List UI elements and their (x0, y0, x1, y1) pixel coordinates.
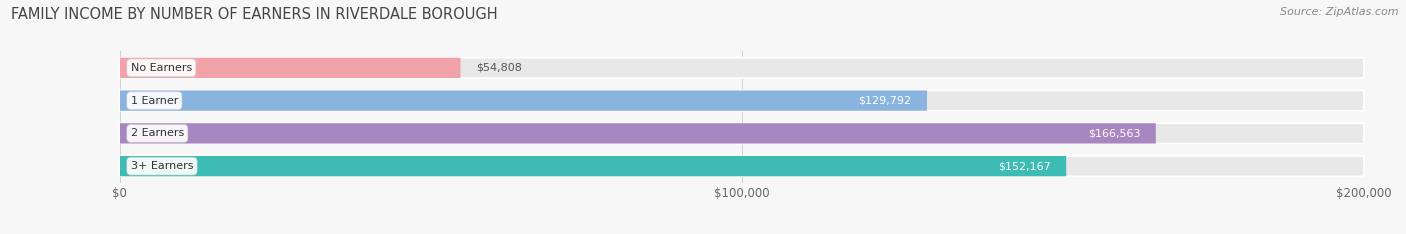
FancyBboxPatch shape (120, 91, 1364, 111)
FancyBboxPatch shape (120, 91, 927, 111)
Text: $129,792: $129,792 (858, 96, 911, 106)
Text: FAMILY INCOME BY NUMBER OF EARNERS IN RIVERDALE BOROUGH: FAMILY INCOME BY NUMBER OF EARNERS IN RI… (11, 7, 498, 22)
Text: 2 Earners: 2 Earners (131, 128, 184, 138)
FancyBboxPatch shape (120, 156, 1364, 176)
Text: $166,563: $166,563 (1088, 128, 1140, 138)
Text: No Earners: No Earners (131, 63, 193, 73)
FancyBboxPatch shape (120, 156, 1066, 176)
Text: Source: ZipAtlas.com: Source: ZipAtlas.com (1281, 7, 1399, 17)
FancyBboxPatch shape (120, 123, 1364, 143)
Text: 3+ Earners: 3+ Earners (131, 161, 193, 171)
FancyBboxPatch shape (120, 58, 1364, 78)
FancyBboxPatch shape (120, 123, 1156, 143)
FancyBboxPatch shape (120, 58, 461, 78)
Text: 1 Earner: 1 Earner (131, 96, 179, 106)
Text: $152,167: $152,167 (998, 161, 1050, 171)
Text: $54,808: $54,808 (477, 63, 522, 73)
